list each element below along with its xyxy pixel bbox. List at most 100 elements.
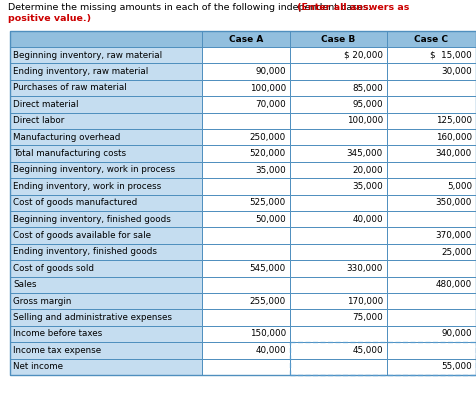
Bar: [387, 63, 476, 80]
Bar: [387, 228, 476, 244]
Bar: [387, 178, 476, 195]
Bar: [10, 195, 202, 211]
Bar: [10, 326, 202, 342]
Bar: [290, 211, 387, 228]
Bar: [202, 293, 290, 310]
Bar: [202, 260, 290, 277]
Bar: [387, 162, 476, 178]
Bar: [202, 113, 290, 129]
Bar: [10, 342, 202, 359]
Text: 370,000: 370,000: [436, 231, 472, 240]
Text: 55,000: 55,000: [441, 362, 472, 371]
Text: Case C: Case C: [415, 35, 448, 44]
Text: Income tax expense: Income tax expense: [13, 346, 101, 355]
Text: Purchases of raw material: Purchases of raw material: [13, 84, 127, 92]
Text: 35,000: 35,000: [255, 166, 286, 174]
Bar: [10, 146, 202, 162]
Text: 95,000: 95,000: [352, 100, 383, 109]
Bar: [10, 260, 202, 277]
Bar: [290, 47, 387, 63]
Text: Cost of goods sold: Cost of goods sold: [13, 264, 94, 273]
Bar: [387, 113, 476, 129]
Bar: [202, 277, 290, 293]
Bar: [290, 63, 387, 80]
Text: 545,000: 545,000: [250, 264, 286, 273]
Text: Ending inventory, raw material: Ending inventory, raw material: [13, 67, 148, 76]
Text: 170,000: 170,000: [347, 297, 383, 306]
Bar: [202, 96, 290, 113]
Text: 255,000: 255,000: [250, 297, 286, 306]
Text: 50,000: 50,000: [255, 215, 286, 224]
Text: 480,000: 480,000: [436, 280, 472, 289]
Text: Determine the missing amounts in each of the following independent cases.: Determine the missing amounts in each of…: [8, 3, 374, 12]
Bar: [10, 293, 202, 310]
Text: Beginning inventory, finished goods: Beginning inventory, finished goods: [13, 215, 171, 224]
Bar: [10, 228, 202, 244]
Bar: [387, 277, 476, 293]
Text: Direct material: Direct material: [13, 100, 79, 109]
Text: 5,000: 5,000: [447, 182, 472, 191]
Text: $  15,000: $ 15,000: [430, 51, 472, 60]
Bar: [10, 162, 202, 178]
Bar: [387, 195, 476, 211]
Bar: [387, 260, 476, 277]
Bar: [10, 359, 202, 375]
Bar: [202, 129, 290, 146]
Bar: [290, 244, 387, 260]
Text: 40,000: 40,000: [256, 346, 286, 355]
Text: Selling and administrative expenses: Selling and administrative expenses: [13, 313, 172, 322]
Bar: [202, 63, 290, 80]
Bar: [387, 293, 476, 310]
Bar: [290, 359, 387, 375]
Text: 350,000: 350,000: [436, 198, 472, 207]
Bar: [10, 96, 202, 113]
Bar: [10, 31, 476, 47]
Bar: [387, 326, 476, 342]
Bar: [202, 47, 290, 63]
Bar: [290, 293, 387, 310]
Text: Direct labor: Direct labor: [13, 116, 64, 125]
Bar: [10, 47, 202, 63]
Bar: [202, 244, 290, 260]
Bar: [202, 228, 290, 244]
Text: 100,000: 100,000: [250, 84, 286, 92]
Text: $ 20,000: $ 20,000: [344, 51, 383, 60]
Bar: [290, 342, 387, 359]
Text: 90,000: 90,000: [441, 329, 472, 339]
Text: 85,000: 85,000: [352, 84, 383, 92]
Bar: [10, 211, 202, 228]
Text: Ending inventory, work in process: Ending inventory, work in process: [13, 182, 161, 191]
Text: 330,000: 330,000: [347, 264, 383, 273]
Text: 40,000: 40,000: [352, 215, 383, 224]
Text: Cost of goods manufactured: Cost of goods manufactured: [13, 198, 137, 207]
Bar: [387, 211, 476, 228]
Bar: [290, 260, 387, 277]
Text: Total manufacturing costs: Total manufacturing costs: [13, 149, 126, 158]
Bar: [202, 211, 290, 228]
Bar: [202, 310, 290, 326]
Text: 75,000: 75,000: [352, 313, 383, 322]
Bar: [202, 326, 290, 342]
Text: Ending inventory, finished goods: Ending inventory, finished goods: [13, 248, 157, 257]
Bar: [387, 359, 476, 375]
Bar: [202, 359, 290, 375]
Bar: [10, 31, 476, 375]
Bar: [10, 310, 202, 326]
Bar: [290, 178, 387, 195]
Text: Cost of goods available for sale: Cost of goods available for sale: [13, 231, 151, 240]
Text: Case B: Case B: [321, 35, 356, 44]
Bar: [202, 195, 290, 211]
Bar: [387, 342, 476, 359]
Bar: [290, 96, 387, 113]
Text: 20,000: 20,000: [352, 166, 383, 174]
Text: 125,000: 125,000: [436, 116, 472, 125]
Bar: [387, 310, 476, 326]
Bar: [10, 80, 202, 96]
Text: 525,000: 525,000: [250, 198, 286, 207]
Text: Income before taxes: Income before taxes: [13, 329, 102, 339]
Bar: [10, 178, 202, 195]
Bar: [202, 146, 290, 162]
Text: Manufacturing overhead: Manufacturing overhead: [13, 133, 120, 142]
Bar: [290, 162, 387, 178]
Bar: [10, 277, 202, 293]
